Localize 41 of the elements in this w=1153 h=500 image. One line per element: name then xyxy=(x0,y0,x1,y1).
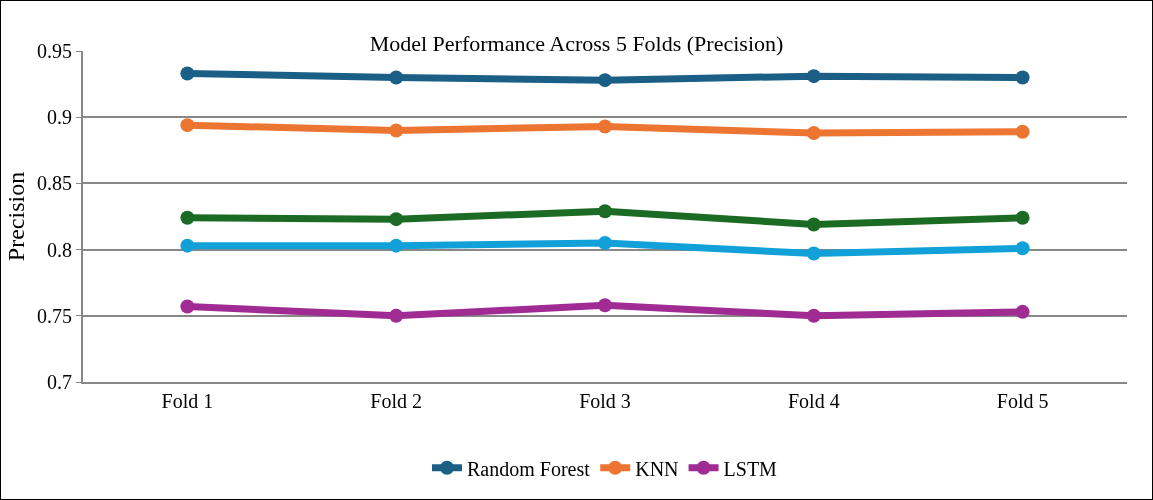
y-tick-label: 0.9 xyxy=(47,106,72,129)
y-axis-title: Precision xyxy=(3,171,29,262)
point xyxy=(180,299,195,314)
legend-label: Random Forest xyxy=(467,457,591,480)
point xyxy=(806,308,821,323)
point xyxy=(180,66,195,81)
y-tick-label: 0.85 xyxy=(37,172,72,195)
point xyxy=(806,126,821,141)
point xyxy=(389,70,404,85)
point xyxy=(1015,241,1030,256)
point xyxy=(598,204,612,219)
x-tick-label: Fold 3 xyxy=(579,390,631,412)
point xyxy=(180,238,195,253)
chart-title: Model Performance Across 5 Folds (Precision) xyxy=(369,31,784,57)
point xyxy=(180,118,195,133)
point xyxy=(598,235,612,250)
point xyxy=(1015,124,1030,139)
point xyxy=(389,123,404,138)
x-tick-label: Fold 2 xyxy=(370,390,423,412)
point xyxy=(1015,304,1030,319)
point xyxy=(598,73,612,88)
y-tick-label: 0.8 xyxy=(47,238,72,261)
x-tick-label: Fold 5 xyxy=(996,390,1049,412)
y-tick-label: 0.75 xyxy=(37,304,72,327)
legend-label: KNN xyxy=(635,457,679,480)
y-tick-label: 0.95 xyxy=(37,40,72,62)
point xyxy=(1015,210,1030,225)
point xyxy=(598,119,612,134)
point xyxy=(806,69,821,84)
point xyxy=(806,246,821,261)
point xyxy=(389,308,404,323)
point xyxy=(1015,70,1030,85)
point xyxy=(389,238,404,253)
x-tick-label: Fold 4 xyxy=(787,390,840,412)
point xyxy=(806,217,821,232)
point xyxy=(180,210,195,225)
point xyxy=(598,298,612,313)
y-tick-label: 0.7 xyxy=(47,371,72,393)
legend-label: LSTM xyxy=(723,457,778,480)
x-tick-label: Fold 1 xyxy=(161,390,214,412)
point xyxy=(389,212,404,227)
